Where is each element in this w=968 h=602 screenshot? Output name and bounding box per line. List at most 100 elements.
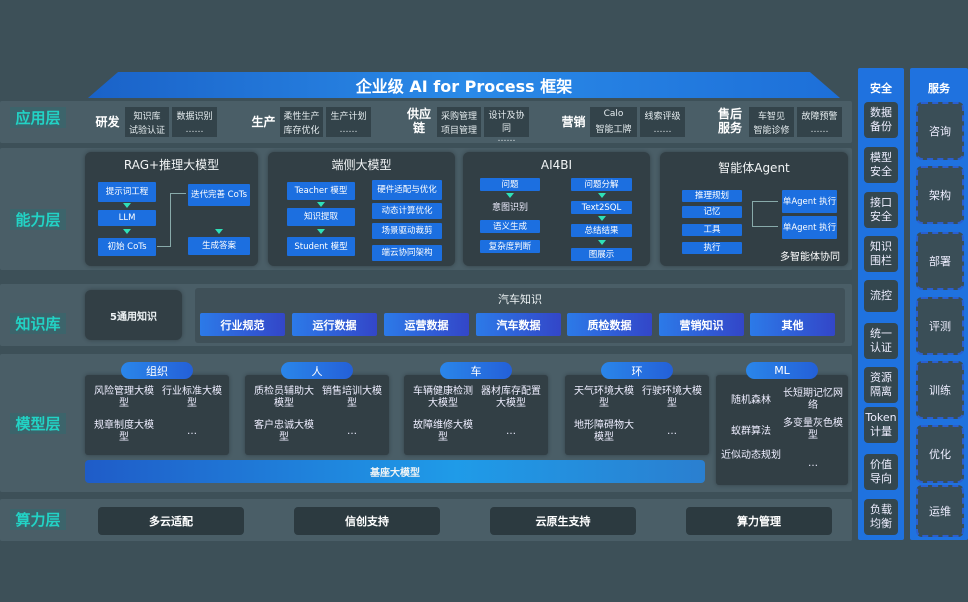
compute-item: 多云适配 (98, 507, 244, 535)
model-item: 天气环境大模型 (574, 386, 634, 409)
app-item[interactable]: 数据识别 (176, 112, 213, 123)
security-item[interactable]: 价值导向 (864, 454, 898, 490)
app-item[interactable]: 设计及协同 (488, 111, 525, 134)
ai4bi-step: 复杂度判断 (480, 240, 540, 253)
app-cell: 知识库 试验认证 (125, 107, 169, 137)
security-item[interactable]: 资源隔离 (864, 367, 898, 403)
arrow-down-icon (317, 202, 325, 207)
model-item: 车辆健康检测大模型 (413, 386, 473, 409)
app-group-label: 生产 (251, 115, 276, 129)
model-item: … (187, 426, 197, 437)
security-item[interactable]: Token计量 (864, 407, 898, 443)
model-item: 行业标准大模型 (162, 386, 222, 409)
knowledge-item[interactable]: 行业规范 (200, 313, 285, 336)
model-item: 客户忠诚大模型 (254, 420, 314, 443)
rag-step: 迭代完善 CoTs (188, 184, 250, 206)
ml-panel (716, 375, 848, 485)
app-item[interactable]: 试验认证 (128, 125, 165, 136)
framework-title: 企业级 AI for Process 框架 (88, 72, 840, 98)
base-model-bar: 基座大模型 (85, 460, 705, 483)
connector-line (170, 193, 186, 194)
knowledge-item[interactable]: 运行数据 (292, 313, 377, 336)
auto-knowledge-title: 汽车知识 (498, 293, 542, 306)
arrow-down-icon (317, 229, 325, 234)
edge-step: Teacher 模型 (287, 182, 355, 200)
knowledge-item[interactable]: 其他 (750, 313, 835, 336)
ai4bi-step: 总结结果 (571, 224, 632, 237)
app-item[interactable]: …… (339, 124, 358, 135)
service-item[interactable]: 架构 (916, 166, 964, 224)
app-cell: 故障预警…… (797, 107, 842, 137)
rag-title: RAG+推理大模型 (123, 158, 220, 172)
service-item[interactable]: 优化 (916, 425, 964, 483)
ml-item: 近似动态规划 (721, 450, 781, 461)
app-item[interactable]: 项目管理 (440, 125, 477, 136)
app-item[interactable]: 生产计划 (330, 112, 367, 123)
service-item[interactable]: 运维 (916, 485, 964, 537)
knowledge-item[interactable]: 运营数据 (384, 313, 469, 336)
layer-label-model: 模型层 (10, 413, 66, 434)
knowledge-item[interactable]: 质检数据 (567, 313, 652, 336)
app-item[interactable]: …… (185, 124, 204, 135)
security-item[interactable]: 数据备份 (864, 102, 898, 138)
layer-label-capability: 能力层 (10, 209, 66, 230)
model-group-pill: 组织 (121, 362, 193, 379)
ml-item: 随机森林 (731, 395, 771, 406)
app-item[interactable]: 采购管理 (440, 111, 477, 122)
app-item[interactable]: 知识库 (133, 111, 161, 122)
layer-label-knowledge: 知识库 (10, 313, 66, 334)
ai4bi-step: 语义生成 (480, 220, 540, 233)
agent-title: 智能体Agent (718, 161, 790, 175)
security-item[interactable]: 负载均衡 (864, 499, 898, 535)
model-item: 故障维修大模型 (413, 420, 473, 443)
agent-module: 推理规划 (682, 190, 742, 202)
app-item[interactable]: 故障预警 (801, 112, 838, 123)
agent-module: 执行 (682, 242, 742, 254)
service-item[interactable]: 部署 (916, 232, 964, 290)
arrow-down-icon (598, 193, 606, 198)
model-item: 器材库存配置大模型 (481, 386, 541, 409)
arrow-down-icon (215, 229, 223, 234)
app-item[interactable]: 智能工牌 (595, 124, 632, 135)
layer-label-app: 应用层 (10, 107, 66, 128)
service-item[interactable]: 咨询 (916, 102, 964, 160)
app-item[interactable]: 线索评级 (644, 112, 681, 123)
arrow-down-icon (123, 229, 131, 234)
model-item: 销售培训大模型 (322, 386, 382, 409)
model-item: 行驶环境大模型 (642, 386, 702, 409)
security-item[interactable]: 统一认证 (864, 323, 898, 359)
layer-label-compute: 算力层 (10, 509, 66, 530)
knowledge-item[interactable]: 汽车数据 (476, 313, 561, 336)
app-item[interactable]: Calo (603, 109, 624, 120)
security-item[interactable]: 接口安全 (864, 192, 898, 228)
knowledge-item[interactable]: 营销知识 (659, 313, 744, 336)
app-item[interactable]: …… (653, 124, 672, 135)
service-item[interactable]: 训练 (916, 361, 964, 419)
model-group-panel (565, 375, 709, 455)
compute-item: 云原生支持 (490, 507, 636, 535)
app-cell: 柔性生产 库存优化 (280, 107, 323, 137)
service-item[interactable]: 评测 (916, 297, 964, 355)
security-item[interactable]: 知识围栏 (864, 236, 898, 272)
edge-feature: 硬件适配与优化 (372, 180, 442, 200)
compute-item: 算力管理 (686, 507, 832, 535)
app-item[interactable]: …… (497, 134, 516, 144)
single-agent-box: 单Agent 执行 (782, 216, 837, 239)
arrow-down-icon (598, 240, 606, 245)
app-item[interactable]: 柔性生产 (283, 111, 320, 122)
app-cell: Calo 智能工牌 (590, 107, 637, 137)
app-item[interactable]: …… (810, 124, 829, 135)
model-group-pill: 环 (601, 362, 673, 379)
security-item[interactable]: 模型安全 (864, 147, 898, 183)
service-title: 服务 (928, 82, 950, 95)
model-item: … (506, 426, 516, 437)
app-item[interactable]: 智能诊修 (753, 125, 790, 136)
multi-agent-label: 多智能体协同 (780, 252, 840, 263)
arrow-down-icon (506, 193, 514, 198)
connector-line (157, 193, 171, 247)
security-item[interactable]: 流控 (864, 280, 898, 312)
app-item[interactable]: 库存优化 (283, 125, 320, 136)
app-item[interactable]: 车智见 (757, 111, 785, 122)
model-item: 风险管理大模型 (94, 386, 154, 409)
app-cell: 设计及协同…… (484, 107, 529, 144)
